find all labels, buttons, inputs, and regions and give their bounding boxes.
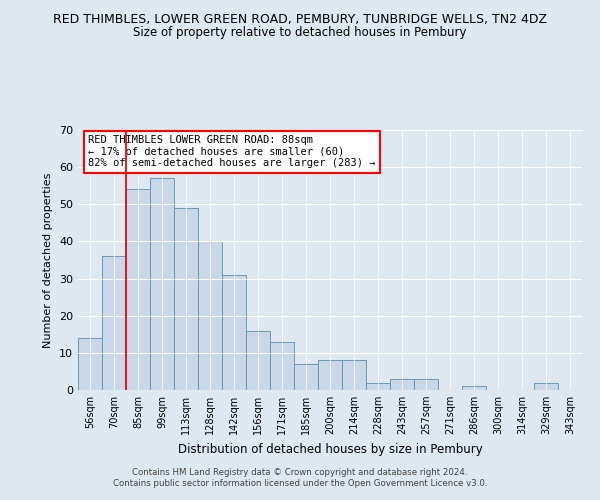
Bar: [318, 360, 342, 390]
Bar: [102, 256, 126, 390]
Bar: [222, 275, 246, 390]
Bar: [390, 379, 414, 390]
Bar: [270, 342, 294, 390]
Bar: [414, 379, 438, 390]
Text: RED THIMBLES, LOWER GREEN ROAD, PEMBURY, TUNBRIDGE WELLS, TN2 4DZ: RED THIMBLES, LOWER GREEN ROAD, PEMBURY,…: [53, 12, 547, 26]
Bar: [366, 382, 390, 390]
Bar: [294, 364, 318, 390]
Bar: [462, 386, 486, 390]
Bar: [174, 208, 198, 390]
Y-axis label: Number of detached properties: Number of detached properties: [43, 172, 53, 348]
Bar: [198, 242, 222, 390]
Bar: [126, 190, 150, 390]
Bar: [78, 338, 102, 390]
Text: RED THIMBLES LOWER GREEN ROAD: 88sqm
← 17% of detached houses are smaller (60)
8: RED THIMBLES LOWER GREEN ROAD: 88sqm ← 1…: [88, 135, 376, 168]
Bar: [246, 330, 270, 390]
Text: Contains HM Land Registry data © Crown copyright and database right 2024.
Contai: Contains HM Land Registry data © Crown c…: [113, 468, 487, 487]
Bar: [534, 382, 558, 390]
X-axis label: Distribution of detached houses by size in Pembury: Distribution of detached houses by size …: [178, 442, 482, 456]
Bar: [342, 360, 366, 390]
Bar: [150, 178, 174, 390]
Text: Size of property relative to detached houses in Pembury: Size of property relative to detached ho…: [133, 26, 467, 39]
